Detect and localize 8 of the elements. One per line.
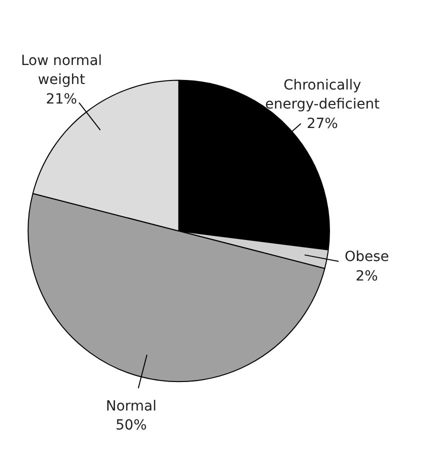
slice-label: Chronically energy-deficient xyxy=(265,78,380,113)
data-label: 27% xyxy=(306,116,338,132)
slice-label: Low normal weight xyxy=(20,52,102,88)
slice-label: Normal xyxy=(106,398,157,414)
data-label: 2% xyxy=(356,268,378,284)
slice-label: Obese xyxy=(344,249,390,266)
data-label: 21% xyxy=(46,91,78,108)
data-label: 50% xyxy=(116,418,147,434)
